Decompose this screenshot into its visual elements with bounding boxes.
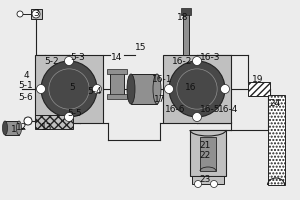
Ellipse shape [153,74,161,104]
Circle shape [24,117,32,125]
Bar [31,9,42,19]
Bar [35,55,103,123]
Text: 21: 21 [199,140,211,150]
Text: 16-6: 16-6 [165,106,185,114]
Bar [107,69,127,74]
Bar [248,82,270,96]
Bar [183,10,189,55]
Text: 18: 18 [177,14,189,22]
Circle shape [164,84,173,94]
Circle shape [211,180,218,188]
Circle shape [194,180,202,188]
Bar [190,130,226,176]
Text: 16-4: 16-4 [218,106,238,114]
Text: 5-4: 5-4 [88,88,102,97]
Text: 5-5: 5-5 [68,108,82,117]
Circle shape [193,56,202,66]
Circle shape [64,112,74,121]
Bar [107,94,127,99]
Text: 4: 4 [23,71,29,79]
Text: 16-5: 16-5 [200,106,220,114]
Text: 14: 14 [111,52,123,62]
Bar [192,176,224,184]
Bar [131,74,157,104]
Bar [35,115,73,129]
Text: 15: 15 [135,44,147,52]
Text: 5-3: 5-3 [70,52,86,62]
Text: 17: 17 [154,96,166,104]
Circle shape [32,10,40,18]
Bar [181,8,191,15]
Ellipse shape [16,121,22,135]
Text: 16-2: 16-2 [172,56,192,66]
Text: 3: 3 [33,8,39,18]
Circle shape [64,56,74,66]
Text: 1: 1 [11,126,17,134]
Text: 5-1: 5-1 [19,82,33,90]
Circle shape [220,84,230,94]
Circle shape [169,61,225,117]
Bar [110,72,124,96]
Circle shape [193,112,202,121]
Bar [35,115,73,129]
Bar [268,95,285,185]
Bar [163,55,231,123]
Circle shape [92,84,101,94]
Text: 24: 24 [269,98,281,108]
Circle shape [37,84,46,94]
Text: 5: 5 [69,84,75,92]
Text: 5-2: 5-2 [45,56,59,66]
Text: 13: 13 [41,122,53,132]
Ellipse shape [127,74,135,104]
Text: 12: 12 [16,122,28,132]
Text: 23: 23 [199,176,211,184]
Text: 16-3: 16-3 [200,52,220,62]
Text: 5-6: 5-6 [19,92,33,102]
Bar [5,121,19,135]
Text: 16-1: 16-1 [152,75,172,84]
Circle shape [41,61,97,117]
Text: 16: 16 [185,84,197,92]
Text: 22: 22 [200,150,211,160]
Ellipse shape [2,121,8,135]
Circle shape [17,11,23,17]
Text: 19: 19 [252,75,264,84]
Bar [200,137,216,171]
